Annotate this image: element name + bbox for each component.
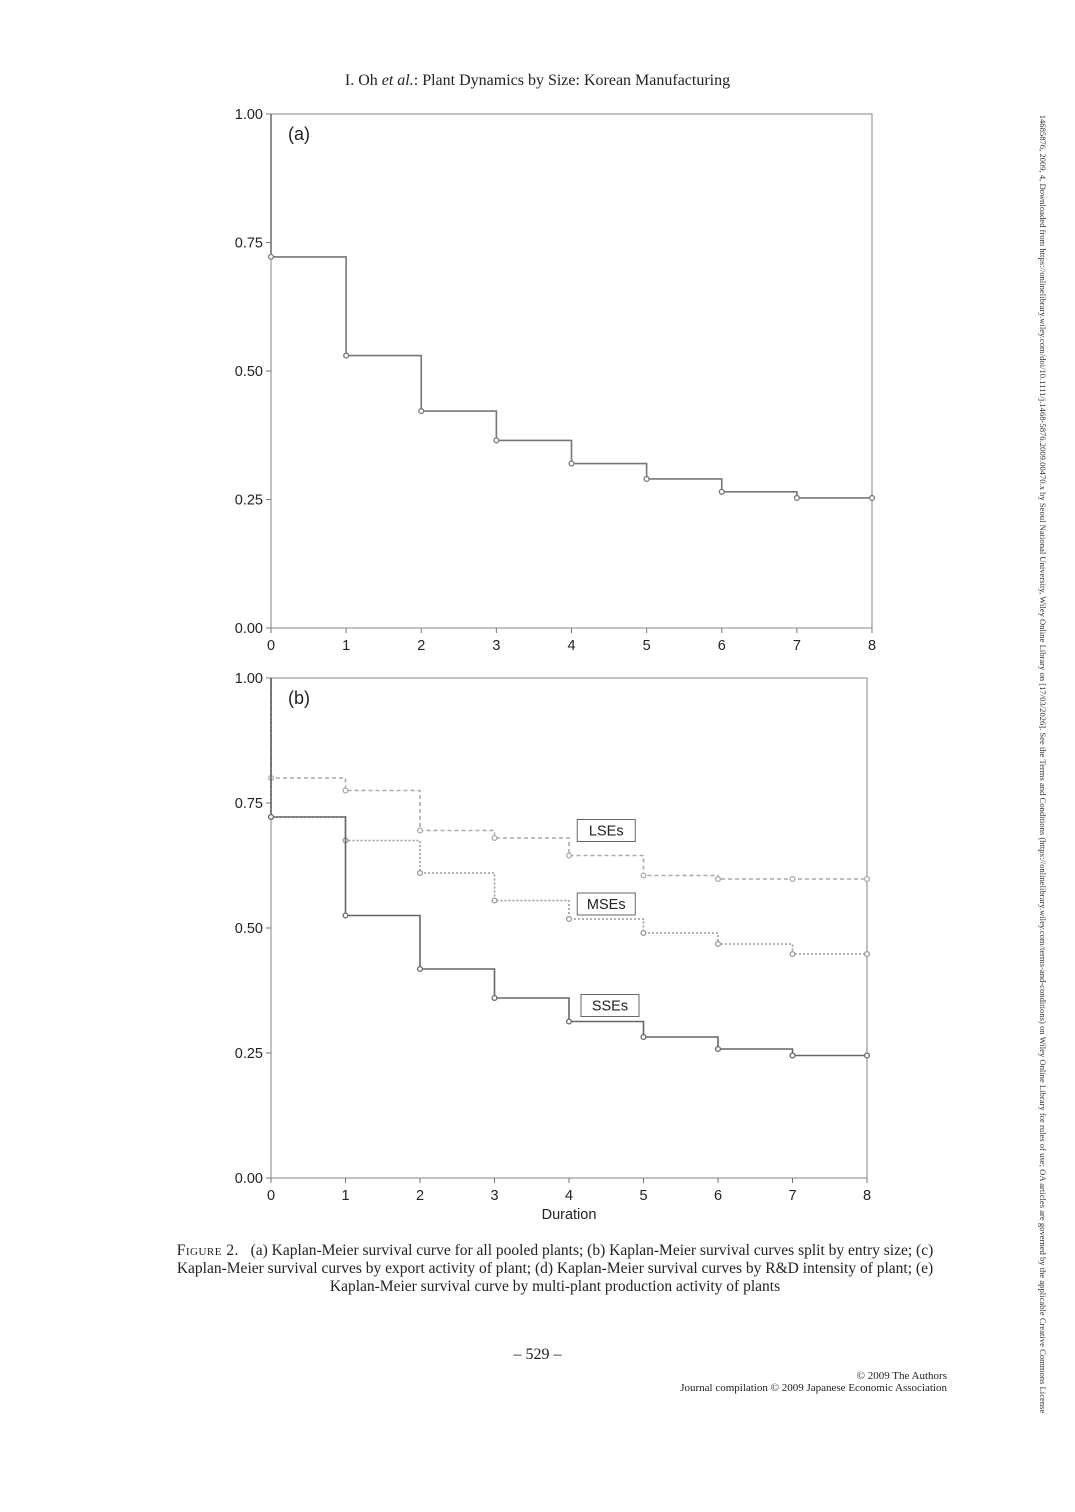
x-tick-label-a: 6 — [718, 638, 726, 654]
x-axis-title-b: Duration — [542, 1207, 597, 1223]
x-tick-label-b: 1 — [341, 1188, 349, 1204]
data-point-lses — [565, 852, 573, 859]
y-tick-label-b: 0.75 — [235, 796, 263, 812]
x-tick-label-b: 5 — [639, 1188, 647, 1204]
data-point-all — [868, 494, 876, 502]
data-point-all — [493, 437, 500, 444]
data-point-all — [267, 253, 275, 260]
data-point-mses — [640, 929, 647, 937]
survival-curve-lses — [270, 678, 867, 880]
figure-caption: Figure 2. (a) Kaplan-Meier survival curv… — [160, 1242, 950, 1296]
data-point-lses — [491, 834, 498, 842]
legend-label-mses: MSEs — [587, 897, 626, 913]
legend-box-mses — [576, 892, 636, 916]
data-point-lses — [416, 827, 424, 834]
panel-label-b: (b) — [288, 688, 310, 708]
data-point-sses — [491, 994, 498, 1002]
panel-label-a: (a) — [288, 124, 310, 144]
y-tick-label-b: 0.00 — [235, 1171, 263, 1187]
data-point-all — [643, 475, 650, 482]
header-title: : Plant Dynamics by Size: Korean Manufac… — [413, 72, 731, 89]
download-sidebar: 14685876, 2009, 4, Downloaded from https… — [1032, 34, 1054, 1494]
data-point-mses — [416, 869, 424, 877]
x-tick-label-b: 0 — [267, 1188, 275, 1204]
x-tick-label-a: 3 — [492, 638, 500, 654]
data-point-all — [718, 488, 725, 495]
y-tick-label-a: 1.00 — [235, 107, 263, 123]
y-tick-label-b: 0.25 — [235, 1046, 263, 1062]
x-tick-label-a: 0 — [267, 638, 275, 654]
x-tick-label-a: 2 — [417, 638, 425, 654]
data-point-sses — [416, 965, 424, 973]
chart-panel-a: 0.00 0.25 0.50 0.75 1.00 0 1 2 3 4 5 6 7 8 (a) — [235, 107, 876, 654]
data-point-lses — [342, 787, 349, 794]
x-tick-label-a: 8 — [868, 638, 876, 654]
copyright-line-2: Journal compilation © 2009 Japanese Econ… — [680, 1382, 947, 1394]
running-header: I. Oh et al.: Plant Dynamics by Size: Ko… — [0, 72, 1075, 90]
figure-label: Figure 2. — [176, 1242, 239, 1259]
data-point-all — [568, 460, 575, 467]
x-tick-label-b: 7 — [788, 1188, 796, 1204]
legend-box-lses — [576, 819, 636, 842]
data-point-sses — [863, 1052, 871, 1059]
x-tick-label-b: 2 — [416, 1188, 424, 1204]
data-point-sses — [342, 912, 349, 919]
y-tick-label-a: 0.75 — [235, 236, 263, 252]
survival-curve-all — [270, 114, 872, 499]
x-tick-label-a: 4 — [567, 638, 575, 654]
y-tick-label-a: 0.50 — [235, 364, 263, 380]
chart-panel-b: 0.00 0.25 0.50 0.75 1.00 0 1 2 3 4 5 6 7 8 (b) Duration… — [235, 671, 871, 1223]
x-tick-label-a: 5 — [643, 638, 651, 654]
x-tick-label-b: 8 — [863, 1188, 871, 1204]
data-point-lses — [714, 875, 722, 883]
data-point-all — [418, 408, 425, 415]
plot-frame-a — [270, 113, 873, 629]
data-point-mses — [789, 950, 796, 958]
x-tick-label-b: 6 — [714, 1188, 722, 1204]
data-point-mses — [491, 897, 498, 904]
data-point-sses — [565, 1018, 573, 1025]
data-point-sses — [789, 1052, 796, 1059]
header-authors: I. Oh — [344, 72, 378, 89]
x-tick-label-a: 7 — [793, 638, 801, 654]
data-point-sses — [267, 813, 275, 821]
x-tick-label-a: 1 — [342, 638, 350, 654]
data-point-sses — [640, 1033, 647, 1041]
data-point-lses — [640, 872, 647, 879]
plot-frame-b — [270, 677, 868, 1179]
data-point-all — [343, 352, 350, 359]
y-tick-label-b: 1.00 — [235, 671, 263, 687]
y-tick-label-a: 0.25 — [235, 493, 263, 509]
y-tick-label-a: 0.00 — [235, 621, 263, 637]
data-point-lses — [789, 875, 796, 883]
survival-curve-mses — [270, 678, 867, 955]
data-point-mses — [714, 940, 722, 948]
data-point-mses — [565, 915, 573, 923]
header-etal: et al. — [381, 72, 414, 89]
x-tick-label-b: 4 — [565, 1188, 573, 1204]
copyright-line-1: © 2009 The Authors — [856, 1370, 947, 1382]
data-point-mses — [863, 950, 871, 958]
legend-label-lses: LSEs — [589, 824, 624, 840]
caption-text: (a) Kaplan-Meier survival curve for all … — [176, 1242, 934, 1295]
sidebar-text: 14685876, 2009, 4, Downloaded from https… — [1038, 114, 1048, 1414]
legend-label-sses: SSEs — [592, 999, 628, 1015]
page-number: – 529 – — [513, 1346, 562, 1363]
data-point-all — [793, 494, 800, 502]
data-point-lses — [863, 875, 871, 883]
survival-curve-sses — [270, 678, 867, 1057]
y-tick-label-b: 0.50 — [235, 921, 263, 937]
copyright-notice: © 2009 The Authors Journal compilation ©… — [680, 1370, 947, 1394]
legend-box-sses — [580, 994, 640, 1017]
x-tick-label-b: 3 — [490, 1188, 498, 1204]
data-point-sses — [714, 1045, 722, 1053]
